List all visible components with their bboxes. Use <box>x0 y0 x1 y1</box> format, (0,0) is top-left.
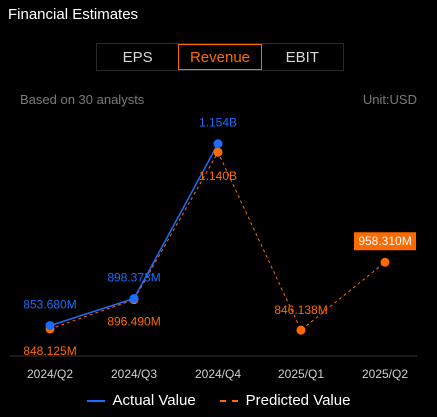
actual-line-icon <box>86 399 105 402</box>
actual-point <box>129 294 139 304</box>
legend-predicted[interactable]: Predicted Value <box>219 392 351 409</box>
unit-label: Unit:USD <box>362 92 417 107</box>
x-tick-label: 2024/Q2 <box>27 367 73 381</box>
x-tick-label: 2025/Q2 <box>362 367 408 381</box>
actual-data-label: 1.154B <box>199 116 237 130</box>
predicted-data-label: 846.138M <box>274 303 327 317</box>
predicted-data-label: 1.140B <box>199 169 237 183</box>
predicted-data-label: 958.310M <box>358 234 411 248</box>
x-tick-label: 2024/Q3 <box>111 367 157 381</box>
actual-point <box>45 321 55 331</box>
tab-revenue[interactable]: Revenue <box>178 44 262 70</box>
metric-tabs: EPS Revenue EBIT <box>96 43 344 71</box>
predicted-line-icon <box>219 399 238 402</box>
legend-predicted-label: Predicted Value <box>245 392 351 409</box>
chart-legend: Actual Value Predicted Value <box>0 392 437 409</box>
legend-actual-label: Actual Value <box>112 392 196 409</box>
page-title: Financial Estimates <box>8 6 139 23</box>
x-tick-label: 2025/Q1 <box>278 367 324 381</box>
predicted-data-label: 848.125M <box>23 344 76 358</box>
predicted-point <box>380 257 390 267</box>
legend-actual[interactable]: Actual Value <box>86 392 196 409</box>
tab-eps[interactable]: EPS <box>122 48 153 66</box>
revenue-chart: 2024/Q2 2024/Q3 2024/Q4 2025/Q1 2025/Q2 853.6… <box>10 116 418 381</box>
tab-ebit[interactable]: EBIT <box>285 48 319 66</box>
actual-data-label: 898.373M <box>107 271 160 285</box>
predicted-label-badge <box>354 232 416 251</box>
x-tick-label: 2024/Q4 <box>195 367 241 381</box>
actual-point <box>213 139 223 149</box>
predicted-data-label: 896.490M <box>107 315 160 329</box>
analysts-count: Based on 30 analysts <box>20 92 145 107</box>
predicted-point <box>213 147 223 157</box>
predicted-point <box>296 325 306 335</box>
actual-data-label: 853.680M <box>23 298 76 312</box>
